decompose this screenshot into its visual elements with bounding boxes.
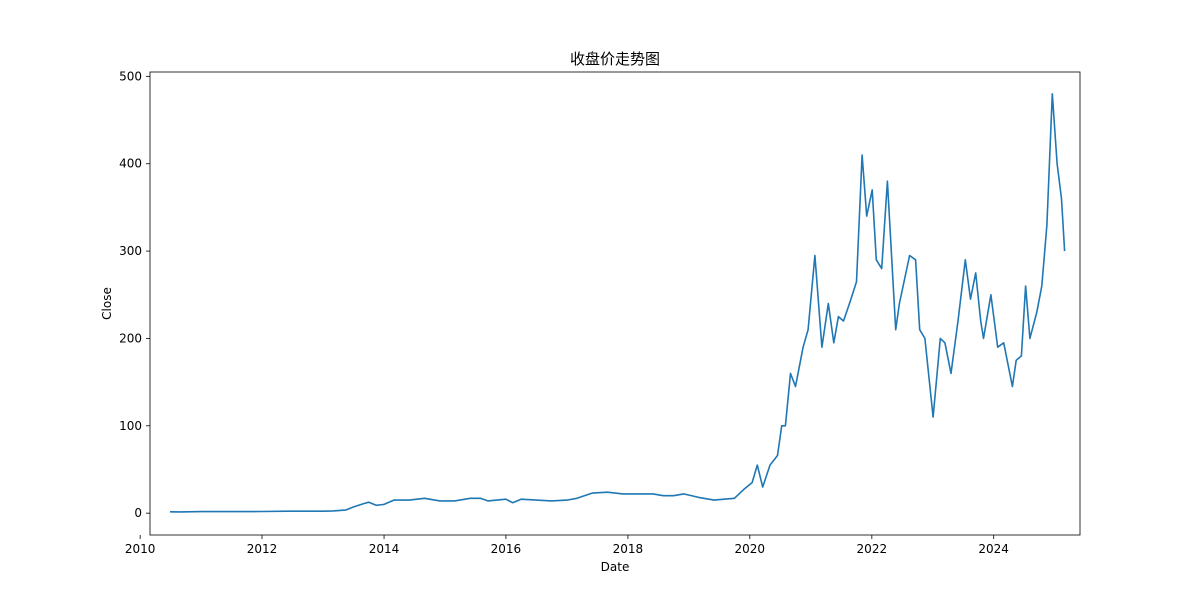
x-axis-ticks: 2010 2012 2014 2016 2018 2020 2022 2024 — [125, 535, 1009, 556]
x-tick-label: 2012 — [247, 542, 278, 556]
x-axis-label: Date — [601, 560, 630, 574]
x-tick-label: 2024 — [978, 542, 1009, 556]
y-tick-label: 0 — [134, 506, 142, 520]
y-axis-ticks: 0 100 200 300 400 500 — [119, 69, 150, 520]
x-tick-label: 2018 — [613, 542, 644, 556]
x-tick-label: 2010 — [125, 542, 156, 556]
x-tick-label: 2014 — [369, 542, 400, 556]
x-tick-label: 2022 — [857, 542, 888, 556]
x-tick-label: 2020 — [735, 542, 766, 556]
y-tick-label: 200 — [119, 331, 142, 345]
chart-title: 收盘价走势图 — [570, 50, 660, 68]
y-tick-label: 400 — [119, 157, 142, 171]
x-tick-label: 2016 — [491, 542, 522, 556]
y-tick-label: 300 — [119, 244, 142, 258]
close-series-line — [169, 93, 1066, 513]
y-axis-label: Close — [100, 287, 114, 320]
y-tick-label: 100 — [119, 419, 142, 433]
plot-area — [149, 71, 1081, 536]
axes-frame — [149, 71, 1081, 536]
y-tick-label: 500 — [119, 69, 142, 83]
